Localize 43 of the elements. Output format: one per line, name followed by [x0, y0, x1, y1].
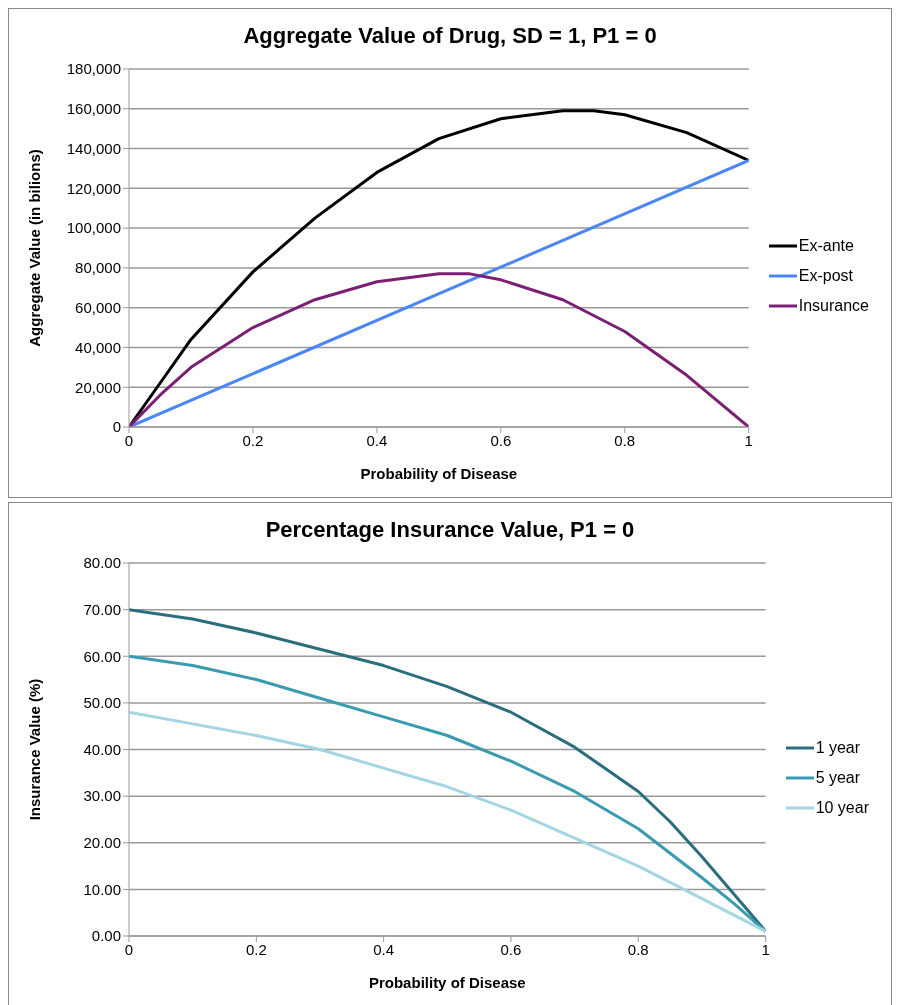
y-tick-label: 70.00 [83, 600, 121, 618]
y-axis-title: Insurance Value (%) [26, 678, 44, 821]
x-tick-label: 0 [124, 431, 134, 449]
x-tick-label: 0 [124, 940, 134, 958]
y-tick-label: 80.00 [83, 554, 121, 572]
legend-label: Ex-post [798, 266, 853, 286]
y-tick-label: 100,000 [66, 219, 121, 237]
y-tick-label: 40.00 [83, 740, 121, 758]
x-tick-label: 0.2 [242, 431, 264, 449]
x-tick-label: 1 [744, 431, 753, 449]
legend-label: 1 year [815, 737, 861, 758]
y-tick-label: 20.00 [83, 834, 121, 852]
y-tick-label: 60.00 [83, 647, 121, 665]
y-tick-label: 140,000 [66, 139, 121, 157]
chart-title: Percentage Insurance Value, P1 = 0 [264, 516, 636, 544]
legend-label: 10 year [815, 797, 869, 818]
y-tick-label: 20,000 [75, 378, 121, 396]
legend-label: Ex-ante [798, 236, 854, 256]
y-tick-label: 180,000 [66, 60, 121, 78]
y-tick-label: 120,000 [66, 179, 121, 197]
y-tick-label: 50.00 [83, 694, 121, 712]
x-tick-label: 0.6 [490, 431, 512, 449]
y-tick-label: 10.00 [83, 880, 121, 898]
x-tick-label: 0.8 [614, 431, 636, 449]
y-tick-label: 0 [112, 418, 121, 436]
legend-label: 5 year [815, 767, 861, 788]
y-tick-label: 80,000 [75, 259, 121, 277]
x-axis-title: Probability of Disease [360, 465, 518, 482]
x-tick-label: 0.4 [373, 940, 395, 958]
chart-title: Aggregate Value of Drug, SD = 1, P1 = 0 [242, 22, 658, 50]
x-tick-label: 1 [761, 940, 770, 958]
x-tick-label: 0.4 [366, 431, 388, 449]
legend-label: Insurance [798, 296, 869, 316]
y-tick-label: 60,000 [75, 298, 121, 316]
x-tick-label: 0.6 [500, 940, 522, 958]
y-axis-title: Aggregate Value (in bilions) [26, 149, 44, 347]
y-tick-label: 0.00 [91, 927, 121, 945]
y-tick-label: 40,000 [75, 338, 121, 356]
y-tick-label: 30.00 [83, 787, 121, 805]
x-tick-label: 0.2 [245, 940, 267, 958]
x-axis-title: Probability of Disease [368, 974, 526, 991]
x-tick-label: 0.8 [627, 940, 649, 958]
y-tick-label: 160,000 [66, 100, 121, 118]
